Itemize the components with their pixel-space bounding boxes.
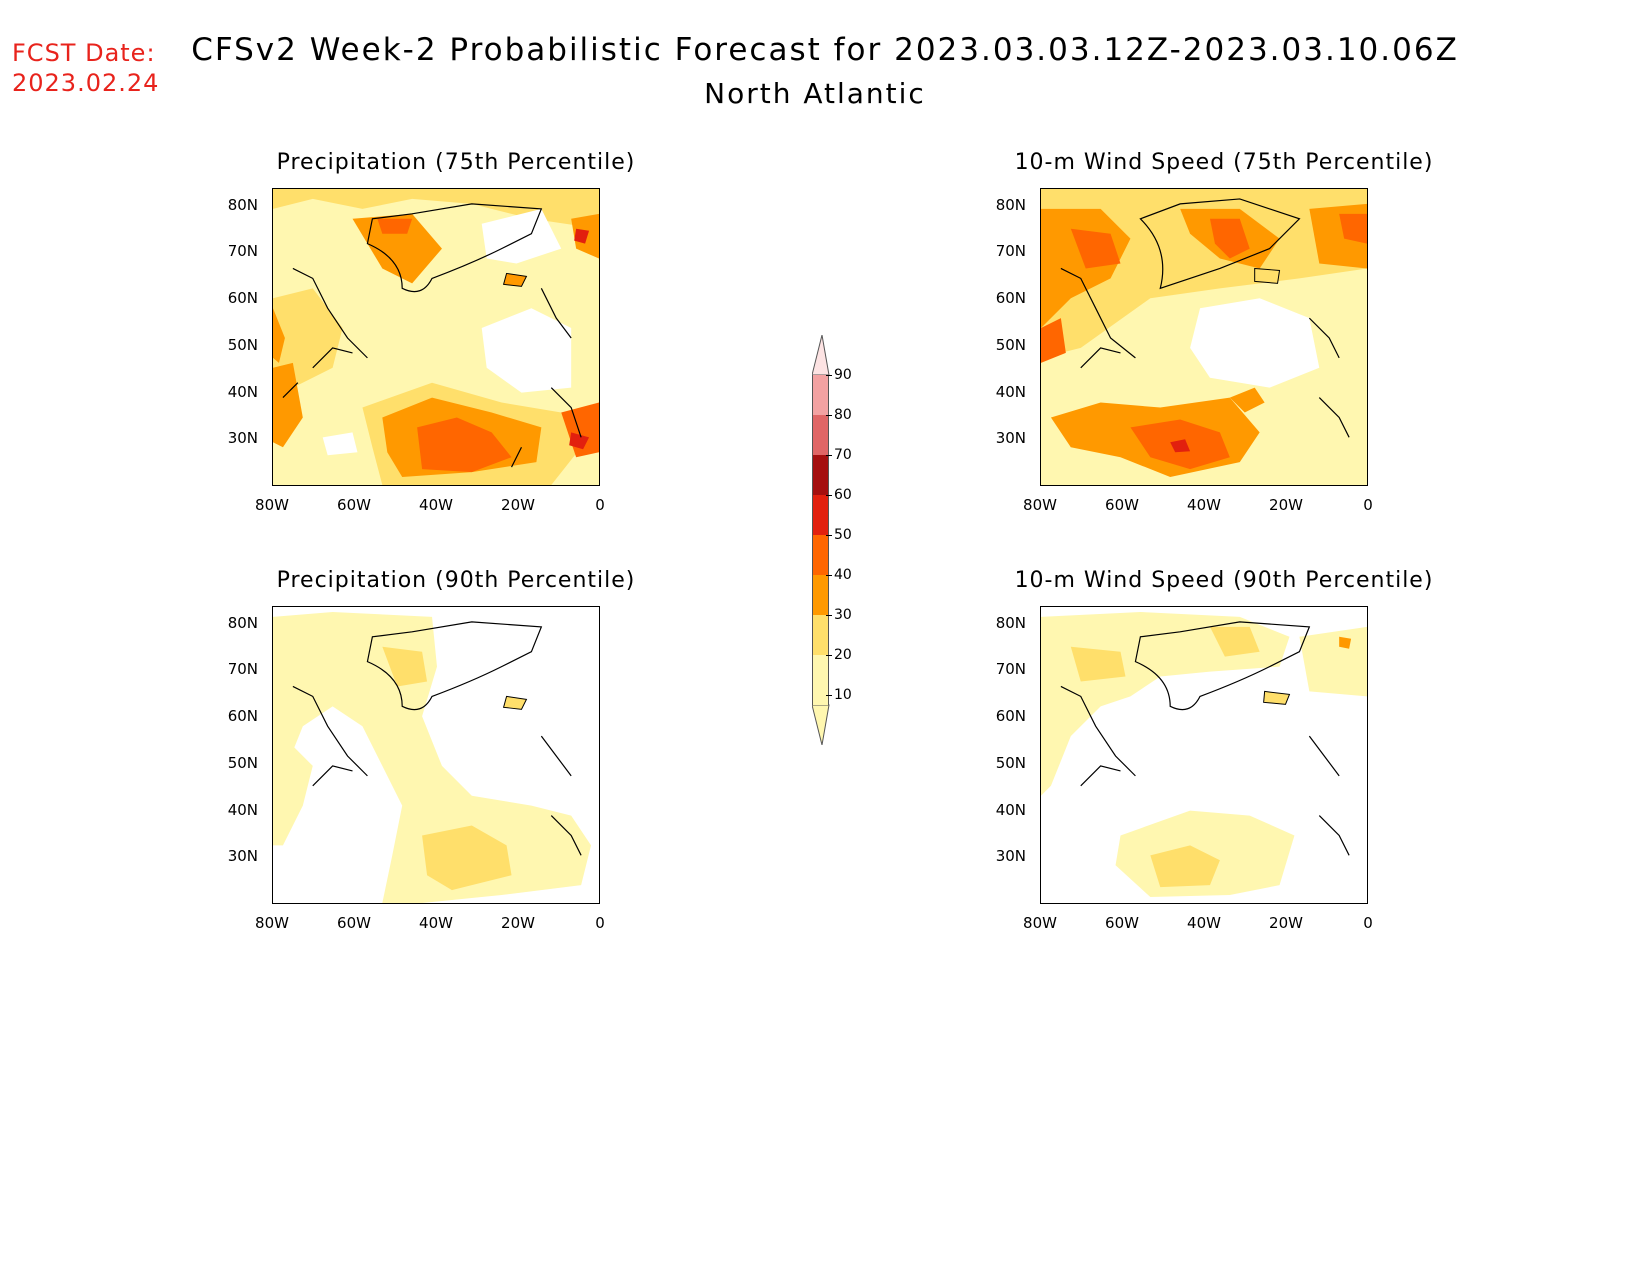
forecast-date-label: FCST Date: 2023.02.24	[12, 38, 159, 98]
colorbar-box	[812, 415, 829, 455]
panel-precip-75: Precipitation (75th Percentile) 80N 70N …	[206, 150, 706, 570]
lon-label: 0	[595, 496, 605, 514]
lon-label: 80W	[255, 496, 289, 514]
lat-label: 80N	[995, 614, 1026, 632]
lon-label: 20W	[1269, 914, 1303, 932]
lon-label: 80W	[1023, 496, 1057, 514]
colorbar-tick	[826, 535, 832, 536]
page-title: CFSv2 Week-2 Probabilistic Forecast for …	[191, 32, 1459, 68]
colorbar-label: 70	[834, 447, 852, 463]
colorbar-label: 80	[834, 407, 852, 423]
lat-label: 70N	[227, 242, 258, 260]
colorbar-box	[812, 575, 829, 615]
colorbar-tick	[826, 375, 832, 376]
lat-label: 80N	[995, 196, 1026, 214]
lat-label: 80N	[227, 614, 258, 632]
lat-label: 30N	[995, 847, 1026, 865]
lat-label: 70N	[995, 242, 1026, 260]
lat-label: 60N	[995, 707, 1026, 725]
panel-title: 10-m Wind Speed (90th Percentile)	[1014, 568, 1434, 593]
panel-title: Precipitation (90th Percentile)	[276, 568, 636, 593]
lon-label: 40W	[419, 914, 453, 932]
colorbar-box	[812, 655, 829, 705]
lat-label: 40N	[995, 383, 1026, 401]
panel-wind-75: 10-m Wind Speed (75th Percentile) 80N 70…	[974, 150, 1474, 570]
colorbar-label: 10	[834, 687, 852, 703]
lon-label: 0	[595, 914, 605, 932]
lon-label: 60W	[1105, 914, 1139, 932]
lon-label: 20W	[501, 496, 535, 514]
colorbar-tick	[826, 415, 832, 416]
lat-label: 60N	[995, 289, 1026, 307]
map-field	[1041, 607, 1367, 903]
colorbar-tick	[826, 455, 832, 456]
lon-label: 0	[1363, 914, 1373, 932]
fcst-date-value: 2023.02.24	[12, 69, 160, 97]
lat-label: 60N	[227, 289, 258, 307]
panel-wind-90: 10-m Wind Speed (90th Percentile) 80N 70…	[974, 568, 1474, 988]
panel-title: Precipitation (75th Percentile)	[276, 150, 636, 175]
lat-label: 50N	[227, 754, 258, 772]
lon-label: 60W	[1105, 496, 1139, 514]
map-precip-75	[272, 188, 600, 486]
lon-label: 0	[1363, 496, 1373, 514]
lat-label: 50N	[995, 336, 1026, 354]
colorbar-box	[812, 535, 829, 575]
lat-label: 30N	[995, 429, 1026, 447]
map-wind-75	[1040, 188, 1368, 486]
panel-title: 10-m Wind Speed (75th Percentile)	[1014, 150, 1434, 175]
lat-label: 70N	[995, 660, 1026, 678]
map-precip-90	[272, 606, 600, 904]
lat-label: 60N	[227, 707, 258, 725]
lat-label: 50N	[227, 336, 258, 354]
map-field	[1041, 189, 1367, 485]
colorbar-label: 50	[834, 527, 852, 543]
lon-label: 80W	[255, 914, 289, 932]
colorbar-tick	[826, 575, 832, 576]
map-field	[273, 189, 599, 485]
panel-precip-90: Precipitation (90th Percentile) 80N 70N …	[206, 568, 706, 988]
colorbar-box	[812, 495, 829, 535]
colorbar-label: 40	[834, 567, 852, 583]
lat-label: 80N	[227, 196, 258, 214]
colorbar-tick	[826, 655, 832, 656]
lat-label: 40N	[995, 801, 1026, 819]
lon-label: 40W	[419, 496, 453, 514]
colorbar-tick	[826, 695, 832, 696]
colorbar: 90 80 70 60 50 40 30 20 10	[812, 335, 892, 745]
fcst-date-caption: FCST Date:	[12, 39, 156, 67]
lat-label: 70N	[227, 660, 258, 678]
colorbar-label: 90	[834, 367, 852, 383]
lon-label: 40W	[1187, 496, 1221, 514]
colorbar-box	[812, 615, 829, 655]
lon-label: 20W	[501, 914, 535, 932]
colorbar-box	[812, 455, 829, 495]
region-subtitle: North Atlantic	[704, 77, 926, 110]
lat-label: 40N	[227, 383, 258, 401]
colorbar-caps	[812, 335, 830, 745]
lon-label: 60W	[337, 496, 371, 514]
colorbar-label: 60	[834, 487, 852, 503]
map-field	[273, 607, 599, 903]
lat-label: 40N	[227, 801, 258, 819]
lon-label: 20W	[1269, 496, 1303, 514]
lon-label: 60W	[337, 914, 371, 932]
map-wind-90	[1040, 606, 1368, 904]
colorbar-box	[812, 375, 829, 415]
colorbar-tick	[826, 615, 832, 616]
lon-label: 40W	[1187, 914, 1221, 932]
lon-label: 80W	[1023, 914, 1057, 932]
colorbar-label: 20	[834, 647, 852, 663]
colorbar-label: 30	[834, 607, 852, 623]
lat-label: 30N	[227, 847, 258, 865]
lat-label: 50N	[995, 754, 1026, 772]
colorbar-tick	[826, 495, 832, 496]
lat-label: 30N	[227, 429, 258, 447]
